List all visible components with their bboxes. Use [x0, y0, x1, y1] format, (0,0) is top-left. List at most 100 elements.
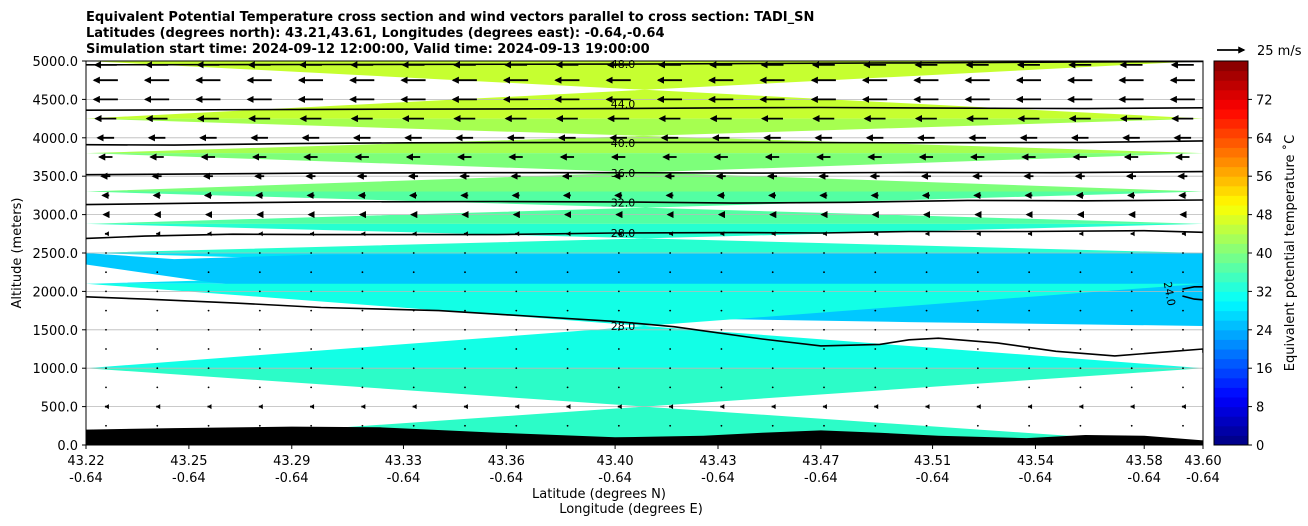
wind-vector-head — [822, 404, 827, 410]
wind-vector — [874, 424, 877, 427]
wind-vector — [617, 309, 620, 312]
wind-vector — [207, 367, 210, 370]
title-line-2: Latitudes (degrees north): 43.21,43.61, … — [86, 26, 665, 41]
y-tick-label-0: 0.0 — [57, 439, 78, 454]
wind-vector — [464, 348, 466, 350]
contour-5 — [86, 229, 1203, 240]
wind-vector-head — [515, 231, 520, 237]
wind-vector — [412, 309, 415, 312]
wind-vector — [617, 367, 620, 370]
wind-vector-head — [976, 231, 981, 237]
wind-vector — [361, 348, 364, 350]
wind-vector — [1130, 328, 1133, 331]
wind-vector — [720, 309, 723, 312]
x-tick-lon-3: -0.64 — [387, 471, 421, 486]
wind-vector — [874, 290, 877, 293]
wind-vector — [515, 271, 518, 274]
wind-vector — [515, 386, 518, 389]
wind-vector — [823, 386, 825, 389]
x-axis-label-longitude: Longitude (degrees E) — [559, 502, 703, 517]
wind-vector — [874, 386, 877, 389]
wind-vector — [617, 386, 620, 389]
y-tick-label-7: 3500.0 — [33, 170, 79, 185]
wind-vector — [976, 348, 979, 350]
wind-vector — [566, 271, 569, 274]
wind-vector — [925, 367, 928, 370]
colorbar-segment — [1214, 205, 1248, 216]
wind-vector — [156, 386, 159, 389]
contour-7 — [1182, 286, 1203, 290]
wind-vector-head — [1181, 231, 1186, 237]
wind-vector — [1130, 386, 1133, 389]
wind-vector — [156, 348, 159, 350]
wind-vector — [976, 309, 979, 312]
colorbar-segment — [1214, 435, 1248, 446]
colorbar-segment — [1214, 349, 1248, 360]
wind-vector — [925, 348, 928, 350]
colorbar-segment — [1214, 368, 1248, 379]
colorbar-tick-label-4: 32 — [1256, 285, 1273, 300]
wind-vector-head — [822, 231, 827, 237]
wind-vector — [1182, 271, 1184, 274]
wind-vector — [669, 386, 672, 389]
wind-vector — [105, 290, 107, 293]
colorbar-segment — [1214, 310, 1248, 321]
contour-labels: 48.0 44.0 40.0 36.0 32.0 28.0 28.0 24.0 — [611, 58, 1178, 333]
wind-vector — [1130, 348, 1133, 350]
wind-vector — [464, 252, 466, 254]
x-tick-lon-2: -0.64 — [275, 471, 309, 486]
x-tick-lon-1: -0.64 — [172, 471, 206, 486]
wind-vector — [617, 348, 620, 350]
wind-vector — [1130, 424, 1133, 427]
wind-vector-head — [156, 404, 161, 410]
x-tick-lat-8: 43.51 — [914, 454, 951, 469]
wind-vector — [771, 309, 774, 312]
colorbar-segment — [1214, 358, 1248, 369]
colorbar-tick-label-7: 56 — [1256, 170, 1273, 185]
wind-vector — [310, 271, 313, 274]
x-tick-lat-2: 43.29 — [273, 454, 310, 469]
wind-vector — [1182, 252, 1184, 254]
colorbar-segment — [1214, 272, 1248, 283]
contour-label-0: 48.0 — [611, 58, 636, 71]
wind-vector — [1079, 328, 1082, 331]
colorbar-segment — [1214, 406, 1248, 417]
wind-vector — [156, 309, 159, 312]
wind-vector — [361, 424, 364, 427]
wind-vector — [720, 386, 723, 389]
wind-vector — [464, 424, 466, 427]
wind-vector — [669, 290, 672, 293]
wind-vector-head — [669, 231, 674, 237]
wind-vector-head — [1079, 404, 1084, 410]
wind-vector — [1182, 348, 1184, 350]
wind-vector — [310, 424, 313, 427]
colorbar-segment — [1214, 214, 1248, 225]
wind-vector — [156, 252, 159, 254]
wind-vector — [669, 252, 672, 254]
wind-vector — [566, 290, 569, 293]
wind-vector — [207, 290, 210, 293]
y-tick-label-2: 1000.0 — [33, 362, 79, 377]
wind-vector — [669, 367, 672, 370]
wind-vector — [412, 367, 415, 370]
y-axis-ticks: 0.0 500.0 1000.0 1500.0 2000.0 2500.0 3000.0 35… — [33, 55, 86, 454]
wind-vector-head — [1028, 404, 1033, 410]
colorbar-segment — [1214, 80, 1248, 91]
wind-vector — [976, 252, 979, 254]
colorbar-segment — [1214, 233, 1248, 244]
contour-label-6: 28.0 — [611, 320, 636, 333]
wind-vector-head — [310, 231, 315, 237]
wind-vector — [515, 367, 518, 370]
wind-vector — [925, 290, 928, 293]
colorbar-tick-label-0: 0 — [1256, 439, 1264, 454]
wind-vector — [156, 424, 159, 427]
wind-vector — [617, 252, 620, 254]
wind-vector-head — [207, 231, 212, 237]
wind-vector — [823, 290, 825, 293]
contour-label-1: 44.0 — [611, 98, 636, 111]
wind-vector — [823, 424, 825, 427]
wind-vector — [874, 252, 877, 254]
contour-7-b — [1182, 295, 1203, 301]
wind-vector — [976, 367, 979, 370]
wind-vector — [669, 271, 672, 274]
